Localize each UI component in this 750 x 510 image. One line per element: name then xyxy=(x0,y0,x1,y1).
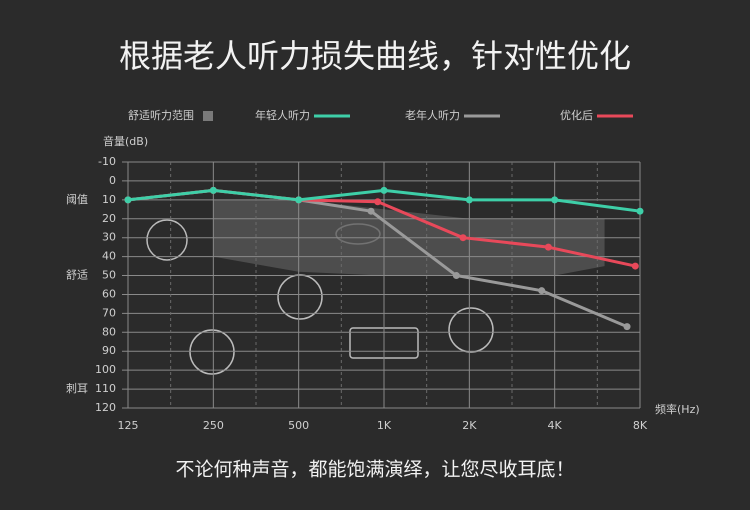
data-point xyxy=(367,207,375,215)
y-tick-label: 120 xyxy=(95,401,116,414)
data-point xyxy=(374,198,382,206)
icon-dog xyxy=(277,274,323,320)
y-axis-label: 音量(dB) xyxy=(103,134,148,148)
x-tick-label: 1K xyxy=(377,419,392,432)
data-point xyxy=(465,196,473,204)
annotation: 刺耳 xyxy=(66,382,88,395)
y-tick-label: 90 xyxy=(102,344,116,357)
data-point xyxy=(631,262,639,270)
data-point xyxy=(459,234,467,242)
y-tick-label: 100 xyxy=(95,363,116,376)
annotation: 阈值 xyxy=(66,192,88,206)
y-tick-label: -10 xyxy=(98,155,116,168)
data-point xyxy=(209,186,217,194)
data-point xyxy=(551,196,559,204)
y-tick-label: 30 xyxy=(102,231,116,244)
y-tick-label: 70 xyxy=(102,306,116,319)
x-tick-label: 250 xyxy=(203,419,224,432)
data-point xyxy=(538,287,546,295)
data-point xyxy=(295,196,303,204)
x-tick-label: 8K xyxy=(633,419,648,432)
x-axis-label: 频率(Hz) xyxy=(655,402,700,416)
legend-label: 老年人听力 xyxy=(405,108,460,122)
x-tick-label: 2K xyxy=(462,419,477,432)
legend-label: 优化后 xyxy=(560,108,593,122)
y-tick-label: 40 xyxy=(102,250,116,263)
y-tick-label: 60 xyxy=(102,287,116,300)
y-tick-label: 20 xyxy=(102,212,116,225)
icon-tap xyxy=(146,219,188,261)
data-point xyxy=(380,186,388,194)
y-tick-label: 110 xyxy=(95,382,116,395)
legend-label: 年轻人听力 xyxy=(255,108,310,122)
chart-title: 根据老人听力损失曲线，针对性优化 xyxy=(119,37,631,75)
data-point xyxy=(452,272,460,280)
annotation: 舒适 xyxy=(66,268,88,282)
icon-bike xyxy=(189,329,235,375)
legend-swatch xyxy=(203,111,213,121)
footer: 不论何种声音，都能饱满演绎，让您尽收耳底！ xyxy=(175,459,574,481)
data-point xyxy=(623,323,631,331)
x-tick-label: 4K xyxy=(548,419,563,432)
y-tick-label: 50 xyxy=(102,269,116,282)
y-tick-label: 80 xyxy=(102,325,116,338)
legend-label: 舒适听力范围 xyxy=(128,108,194,122)
data-point xyxy=(636,207,644,215)
data-point xyxy=(544,243,552,251)
x-tick-label: 125 xyxy=(118,419,139,432)
icon-phone xyxy=(448,307,494,353)
y-tick-label: 10 xyxy=(102,193,116,206)
x-tick-label: 500 xyxy=(288,419,309,432)
data-point xyxy=(124,196,132,204)
y-tick-label: 0 xyxy=(109,174,116,187)
